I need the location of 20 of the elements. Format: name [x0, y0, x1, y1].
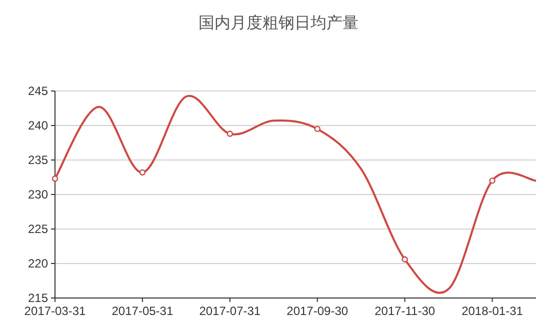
- point: [314, 126, 320, 132]
- chart-title: 国内月度粗钢日均产量: [198, 14, 358, 32]
- point: [489, 178, 496, 184]
- x-tick-label: 2017-07-31: [199, 304, 261, 318]
- y-tick-label: 225: [28, 222, 48, 236]
- point: [226, 130, 234, 137]
- y-tick-label: 220: [28, 256, 48, 270]
- x-tick-label: 2017-11-30: [374, 304, 436, 318]
- x-tick-label: 2017-05-31: [112, 304, 174, 318]
- point: [402, 256, 408, 262]
- y-tick-label: 230: [28, 188, 48, 202]
- y-tick-label: 240: [28, 118, 48, 132]
- y-tick-label: 215: [28, 291, 48, 305]
- point: [52, 176, 58, 182]
- x-tick-label: 2017-03-31: [24, 304, 86, 318]
- y-tick-label: 245: [28, 84, 48, 98]
- point: [139, 169, 146, 176]
- x-tick-label: 2018-01-31: [462, 304, 524, 318]
- x-tick-label: 2017-09-30: [286, 304, 348, 318]
- y-tick-label: 235: [28, 153, 48, 167]
